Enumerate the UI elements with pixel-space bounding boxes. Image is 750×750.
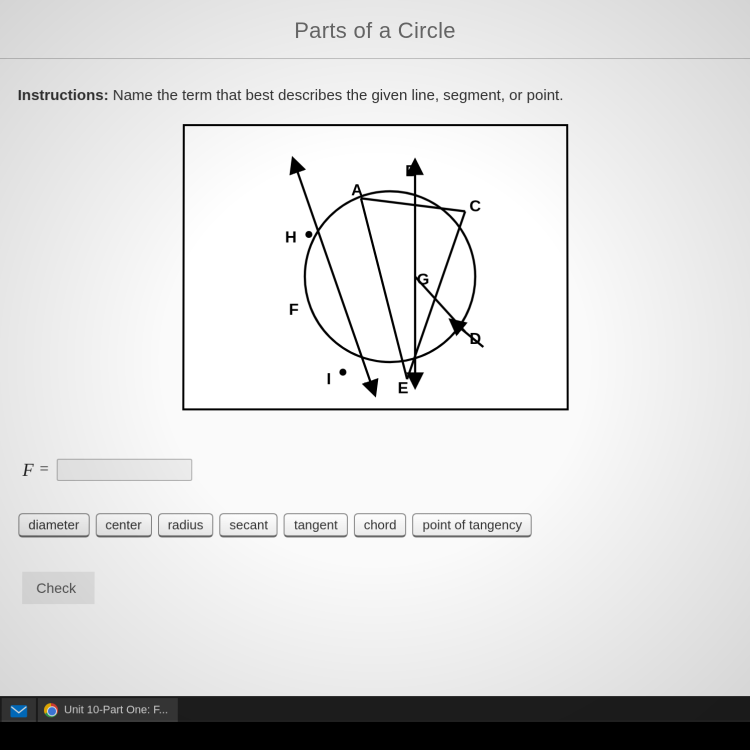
instructions: Instructions: Name the term that best de… [0,59,750,104]
answer-variable: F [23,459,34,480]
svg-text:E: E [397,380,408,397]
answer-row: F = [0,410,750,481]
diagram: A B C D E F G H I [182,124,568,410]
option-radius[interactable]: radius [158,513,214,537]
mail-app-icon[interactable] [2,698,36,724]
svg-text:C: C [469,199,481,216]
svg-text:G: G [416,272,428,289]
option-secant[interactable]: secant [219,513,278,537]
svg-text:A: A [351,182,363,199]
screen: Parts of a Circle Instructions: Name the… [0,0,750,726]
svg-text:I: I [326,371,330,388]
svg-text:B: B [405,163,417,180]
option-diameter[interactable]: diameter [18,513,89,537]
answer-input[interactable] [57,459,193,481]
chrome-icon [44,703,58,717]
svg-text:F: F [288,302,298,319]
check-button[interactable]: Check [22,572,94,604]
options-row: diametercenter radiussecanttangentchordpo… [0,481,750,537]
equals-sign: = [40,461,49,479]
page-title: Parts of a Circle [0,0,750,59]
svg-text:H: H [285,230,297,247]
option-center[interactable]: center [95,513,151,537]
taskbar-app[interactable]: Unit 10-Part One: F... [38,698,178,724]
option-tangent[interactable]: tangent [284,513,348,537]
option-chord[interactable]: chord [354,513,407,537]
instructions-text: Name the term that best describes the gi… [109,87,564,104]
instructions-label: Instructions: [18,87,109,104]
taskbar-app-title: Unit 10-Part One: F... [64,704,168,716]
option-point-of-tangency[interactable]: point of tangency [413,513,533,537]
bottom-bar [0,722,750,750]
svg-text:D: D [469,331,481,348]
content-area: Parts of a Circle Instructions: Name the… [0,0,750,699]
diagram-svg: A B C D E F G H I [184,126,570,412]
